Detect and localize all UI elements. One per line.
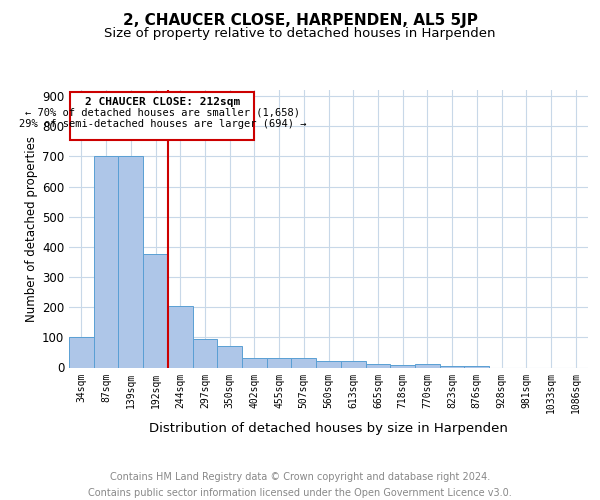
Bar	[168, 306, 193, 368]
Bar	[69, 338, 94, 368]
Text: 29% of semi-detached houses are larger (694) →: 29% of semi-detached houses are larger (…	[19, 119, 306, 129]
Bar	[143, 254, 168, 368]
Text: Contains public sector information licensed under the Open Government Licence v3: Contains public sector information licen…	[88, 488, 512, 498]
Text: Size of property relative to detached houses in Harpenden: Size of property relative to detached ho…	[104, 28, 496, 40]
Bar	[390, 366, 415, 368]
Bar	[193, 339, 217, 368]
Bar	[292, 358, 316, 368]
Bar	[242, 358, 267, 368]
Bar	[440, 366, 464, 368]
Y-axis label: Number of detached properties: Number of detached properties	[25, 136, 38, 322]
Bar	[365, 364, 390, 368]
Text: Contains HM Land Registry data © Crown copyright and database right 2024.: Contains HM Land Registry data © Crown c…	[110, 472, 490, 482]
X-axis label: Distribution of detached houses by size in Harpenden: Distribution of detached houses by size …	[149, 422, 508, 435]
Bar	[217, 346, 242, 368]
Text: ← 70% of detached houses are smaller (1,658): ← 70% of detached houses are smaller (1,…	[25, 108, 300, 118]
FancyBboxPatch shape	[70, 92, 254, 140]
Bar	[267, 358, 292, 368]
Bar	[464, 366, 489, 368]
Text: 2 CHAUCER CLOSE: 212sqm: 2 CHAUCER CLOSE: 212sqm	[85, 97, 240, 107]
Text: 2, CHAUCER CLOSE, HARPENDEN, AL5 5JP: 2, CHAUCER CLOSE, HARPENDEN, AL5 5JP	[122, 12, 478, 28]
Bar	[415, 364, 440, 368]
Bar	[341, 361, 365, 368]
Bar	[94, 156, 118, 368]
Bar	[118, 156, 143, 368]
Bar	[316, 361, 341, 368]
